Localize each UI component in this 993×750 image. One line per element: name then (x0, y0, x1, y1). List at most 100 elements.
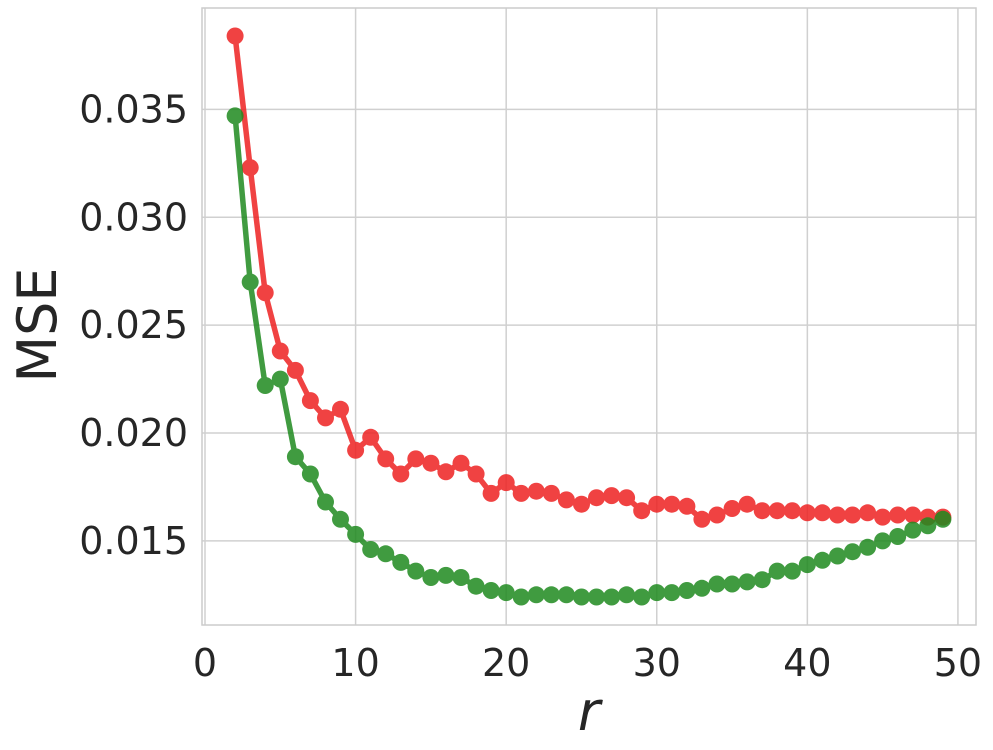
data-point (844, 543, 861, 561)
data-point (256, 377, 274, 394)
data-point (362, 541, 380, 558)
x-tick-labels: 0 10 20 30 40 50 (193, 641, 982, 685)
x-tick-label: 40 (783, 641, 831, 685)
data-point (542, 586, 560, 604)
data-point (738, 495, 756, 513)
data-point (603, 487, 621, 505)
data-point (467, 465, 485, 483)
data-point (588, 489, 605, 507)
data-point (889, 506, 907, 524)
data-point (618, 489, 636, 507)
data-point (889, 528, 907, 545)
data-point (392, 553, 410, 571)
data-point (226, 107, 244, 125)
data-point (874, 508, 892, 526)
data-point (573, 495, 590, 513)
data-point (392, 465, 410, 483)
data-point (317, 493, 334, 511)
data-point (286, 361, 304, 379)
data-point (783, 562, 801, 580)
data-point (542, 484, 560, 502)
series-1 (226, 107, 952, 606)
data-point (633, 502, 651, 520)
y-tick-label: 0.020 (79, 411, 188, 455)
data-point (904, 521, 922, 539)
data-point (783, 502, 801, 520)
data-point (588, 588, 605, 606)
data-point (226, 27, 244, 45)
data-point (241, 159, 259, 177)
data-point (467, 577, 485, 595)
data-point (859, 504, 877, 522)
data-point (512, 588, 530, 606)
data-point (241, 273, 259, 291)
data-point (557, 491, 575, 509)
y-tick-label: 0.015 (79, 519, 188, 563)
data-point (829, 547, 846, 565)
data-point (738, 573, 756, 591)
data-point (844, 506, 861, 524)
x-tick-label: 10 (331, 641, 379, 685)
data-point (798, 504, 816, 522)
data-point (437, 463, 455, 481)
data-point (633, 588, 651, 606)
data-point (422, 569, 440, 586)
data-point (874, 532, 892, 550)
data-point (362, 428, 380, 446)
data-point (678, 582, 696, 599)
x-axis-label: r (578, 680, 603, 743)
series-0 (226, 27, 952, 528)
data-point (497, 474, 515, 492)
data-point (422, 454, 440, 472)
data-point (768, 502, 786, 520)
data-point (377, 545, 395, 563)
data-point (919, 517, 937, 535)
y-tick-labels: 0.015 0.020 0.025 0.030 0.035 (79, 87, 188, 562)
data-point (347, 441, 365, 459)
data-point (332, 400, 349, 418)
y-tick-label: 0.025 (79, 303, 188, 347)
data-point (437, 566, 455, 584)
data-point (708, 575, 726, 593)
data-point (482, 484, 500, 502)
data-point (813, 504, 831, 522)
data-point (618, 586, 636, 604)
data-point (663, 584, 681, 602)
data-point (693, 579, 711, 597)
data-point (708, 506, 726, 524)
data-point (271, 342, 289, 360)
data-point (768, 562, 786, 580)
data-point (753, 502, 771, 520)
data-point (347, 525, 365, 543)
x-tick-label: 20 (482, 641, 530, 685)
y-tick-label: 0.030 (79, 195, 188, 239)
data-point (452, 454, 470, 472)
data-point (648, 584, 666, 602)
data-point (573, 588, 590, 606)
x-tick-label: 30 (633, 641, 681, 685)
series-layer (226, 27, 952, 606)
data-point (904, 506, 922, 524)
data-point (497, 584, 515, 602)
data-point (407, 562, 425, 580)
data-point (859, 538, 877, 556)
data-point (332, 510, 349, 528)
x-tick-label: 0 (193, 641, 217, 685)
data-point (663, 495, 681, 513)
data-point (482, 582, 500, 599)
plot-frame (201, 7, 977, 626)
grid (202, 8, 976, 625)
data-point (678, 497, 696, 515)
data-point (693, 510, 711, 528)
y-axis-label: MSE (6, 268, 69, 383)
data-point (452, 569, 470, 586)
data-point (527, 482, 545, 500)
x-tick-label: 50 (934, 641, 982, 685)
data-point (256, 284, 274, 302)
data-point (301, 392, 319, 410)
data-point (557, 586, 575, 604)
data-point (317, 409, 334, 427)
data-point (829, 506, 846, 524)
y-tick-label: 0.035 (79, 87, 188, 131)
